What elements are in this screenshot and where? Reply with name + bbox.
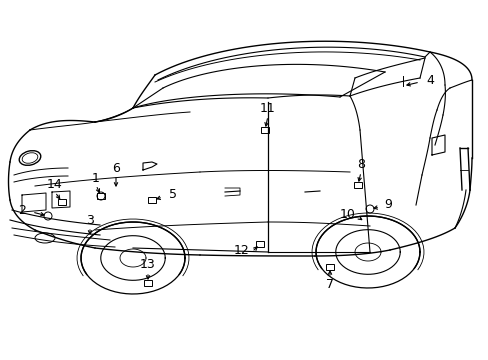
Bar xyxy=(325,264,333,270)
Bar xyxy=(261,127,268,133)
Text: 12: 12 xyxy=(234,243,249,256)
Bar xyxy=(143,280,152,286)
Bar xyxy=(256,241,264,247)
Text: 1: 1 xyxy=(92,171,100,184)
Bar xyxy=(353,182,361,188)
Text: 14: 14 xyxy=(47,179,63,192)
Text: 9: 9 xyxy=(383,198,391,211)
Bar xyxy=(97,193,105,199)
Text: 2: 2 xyxy=(18,203,26,216)
Text: 7: 7 xyxy=(325,279,333,292)
Text: 13: 13 xyxy=(140,258,156,271)
Text: 5: 5 xyxy=(169,189,177,202)
Text: 3: 3 xyxy=(86,213,94,226)
Bar xyxy=(148,197,156,203)
Text: 4: 4 xyxy=(425,73,433,86)
Text: 11: 11 xyxy=(260,102,275,114)
Bar xyxy=(58,199,66,205)
Text: 10: 10 xyxy=(339,208,355,221)
Text: 8: 8 xyxy=(356,158,364,171)
Text: 6: 6 xyxy=(112,162,120,175)
